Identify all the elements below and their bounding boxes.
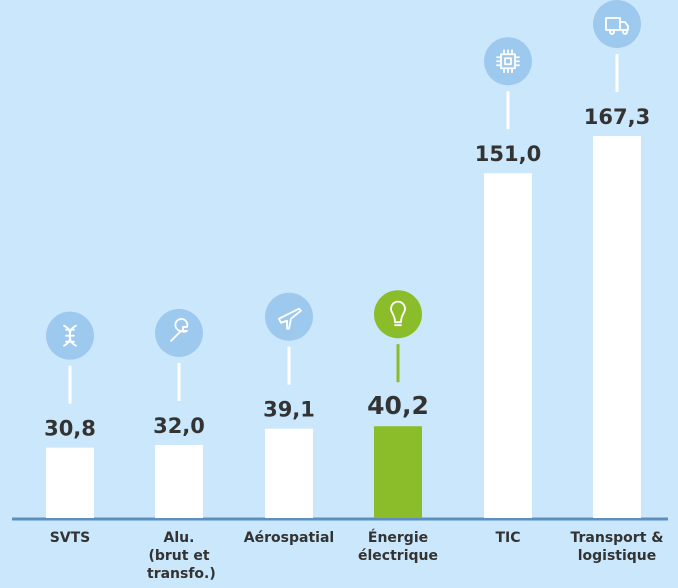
icon <box>170 318 189 342</box>
bar <box>484 173 532 518</box>
icon-circle <box>265 292 313 341</box>
x-tick-label: SVTS <box>49 530 91 546</box>
bar <box>593 136 641 518</box>
value-label: 167,3 <box>584 105 650 129</box>
x-tick-label: Énergie électrique <box>358 530 438 564</box>
value-label: 30,8 <box>44 417 96 441</box>
icon <box>496 49 520 74</box>
x-tick-label: Aérospatial <box>243 530 335 546</box>
icon-circle <box>374 290 422 339</box>
x-tick-label: Alu. (brut et transfo.) <box>147 530 216 582</box>
icon-circle <box>593 0 641 48</box>
icon-circle <box>484 37 532 86</box>
bar <box>46 447 94 518</box>
value-label: 151,0 <box>475 142 541 166</box>
icon <box>63 324 77 347</box>
x-tick-label: TIC <box>495 530 521 546</box>
bar <box>374 426 422 518</box>
icon <box>390 300 406 327</box>
value-label: 39,1 <box>263 398 315 422</box>
x-tick-label: Transport & logistique <box>570 530 664 564</box>
icon <box>278 307 302 330</box>
icon <box>605 17 629 35</box>
bar <box>155 444 203 518</box>
value-label: 32,0 <box>153 414 205 438</box>
bar <box>265 428 313 518</box>
value-label: 40,2 <box>367 391 429 420</box>
